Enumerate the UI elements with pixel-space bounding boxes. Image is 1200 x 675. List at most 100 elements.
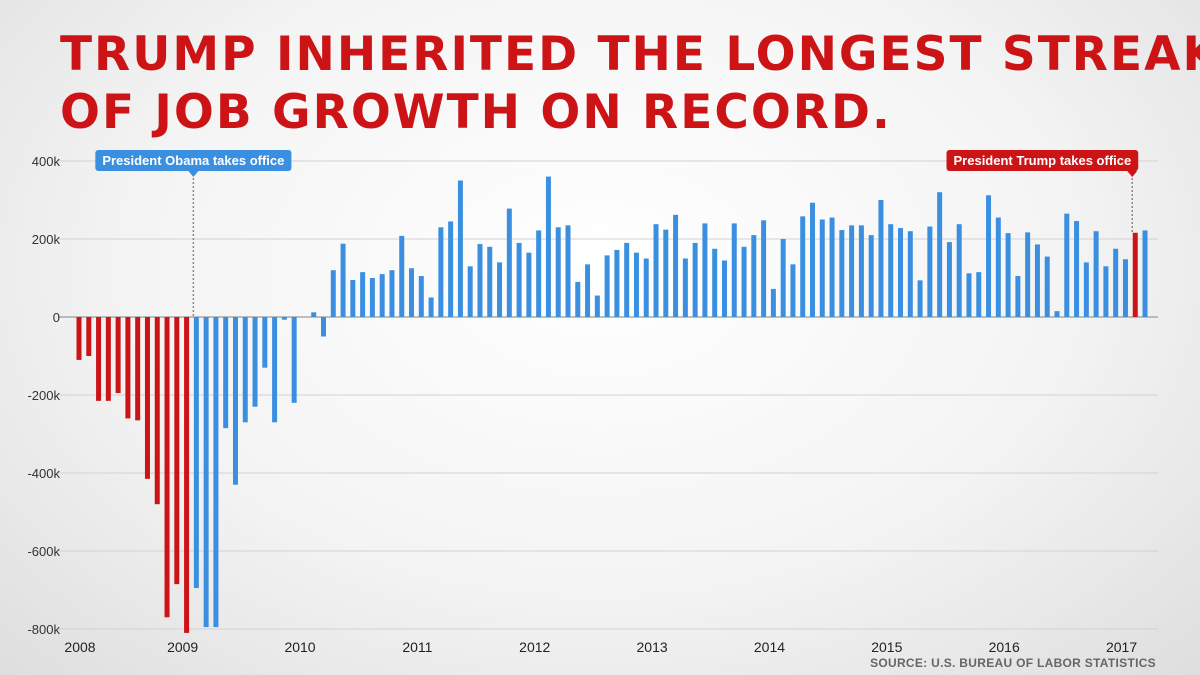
bar xyxy=(418,276,424,317)
bar xyxy=(262,317,268,368)
bar xyxy=(956,224,962,317)
bar xyxy=(360,272,366,317)
bar xyxy=(154,317,160,505)
bar xyxy=(516,242,522,317)
chart-title-line-1: TRUMP INHERITED THE LONGEST STREAK xyxy=(60,27,1200,82)
bar xyxy=(1142,230,1148,317)
x-tick-label: 2011 xyxy=(402,639,432,655)
bar xyxy=(839,230,845,317)
y-tick-label: -800k xyxy=(27,622,60,637)
bar xyxy=(624,242,630,317)
bar xyxy=(487,246,493,317)
bar xyxy=(731,223,737,317)
bar xyxy=(350,279,356,317)
bar xyxy=(135,317,141,421)
x-tick-label: 2009 xyxy=(167,639,198,655)
bar xyxy=(819,219,825,317)
bar xyxy=(164,317,170,618)
bar xyxy=(389,270,395,317)
bar xyxy=(1064,213,1070,317)
bar xyxy=(291,317,297,403)
y-axis: 400k 200k 0 -200k -400k -600k -800k xyxy=(27,154,60,637)
gridlines xyxy=(58,160,1158,630)
bar xyxy=(144,317,150,479)
bar xyxy=(868,235,874,317)
bar xyxy=(76,317,82,360)
bar xyxy=(888,224,894,317)
annotation-badge xyxy=(946,150,1139,171)
bar xyxy=(379,274,385,317)
bar xyxy=(409,268,415,317)
y-tick-label: 0 xyxy=(53,310,60,325)
x-tick-label: 2008 xyxy=(64,639,95,655)
bar xyxy=(252,317,258,407)
annotations: President Obama takes office President Tr… xyxy=(95,150,1139,317)
x-tick-label: 2017 xyxy=(1106,639,1137,655)
bar xyxy=(780,239,786,317)
bar xyxy=(653,224,659,317)
bar xyxy=(1025,232,1031,317)
bar xyxy=(682,258,688,317)
bar xyxy=(399,235,405,317)
x-tick-label: 2015 xyxy=(871,639,902,655)
bar xyxy=(810,202,815,317)
bar xyxy=(193,317,199,589)
bar xyxy=(369,278,375,317)
bar xyxy=(448,221,454,317)
bar xyxy=(1093,231,1099,317)
source-note: SOURCE: U.S. BUREAU OF LABOR STATISTICS xyxy=(870,656,1156,670)
bar xyxy=(1034,244,1040,317)
bar xyxy=(986,195,992,317)
bar xyxy=(125,317,131,419)
bar xyxy=(575,281,581,317)
x-tick-label: 2012 xyxy=(519,639,550,655)
bar xyxy=(340,243,346,317)
bar xyxy=(751,235,757,317)
bar xyxy=(438,227,444,317)
bar xyxy=(770,288,776,317)
bar xyxy=(467,266,473,317)
bar xyxy=(1054,311,1060,317)
bar xyxy=(213,317,219,628)
x-axis: 2008 2009 2010 2011 2012 2013 2014 2015 2016 2017 xyxy=(64,639,1137,655)
bar xyxy=(105,317,111,401)
y-tick-label: -200k xyxy=(27,388,60,403)
y-tick-label: -600k xyxy=(27,544,60,559)
bar xyxy=(633,252,639,317)
bar xyxy=(428,297,434,317)
bar xyxy=(712,248,718,317)
bar xyxy=(761,220,767,317)
bar xyxy=(937,192,943,317)
x-tick-label: 2010 xyxy=(284,639,315,655)
bar xyxy=(321,317,326,337)
bar xyxy=(829,217,835,317)
bar xyxy=(1103,266,1109,317)
bar xyxy=(692,242,698,317)
bar xyxy=(995,217,1001,317)
y-tick-label: -400k xyxy=(27,466,60,481)
bar xyxy=(506,208,512,317)
bar xyxy=(223,317,229,429)
bar xyxy=(203,317,209,628)
bar xyxy=(232,317,238,485)
bar xyxy=(174,317,180,585)
bar xyxy=(790,264,796,317)
bar xyxy=(555,227,561,317)
annotation-pointer xyxy=(1127,171,1138,177)
bar xyxy=(1122,259,1128,317)
bar xyxy=(614,249,620,317)
y-tick-label: 200k xyxy=(32,232,61,247)
bar xyxy=(878,200,884,317)
bar xyxy=(545,176,551,317)
bar xyxy=(673,214,679,317)
bar xyxy=(1113,248,1119,317)
bar xyxy=(721,260,727,317)
bar xyxy=(643,258,649,317)
bar xyxy=(1083,262,1089,317)
x-tick-label: 2014 xyxy=(754,639,785,655)
bar xyxy=(741,246,747,317)
bar xyxy=(966,273,972,317)
bar xyxy=(898,228,904,317)
bar xyxy=(477,244,483,317)
